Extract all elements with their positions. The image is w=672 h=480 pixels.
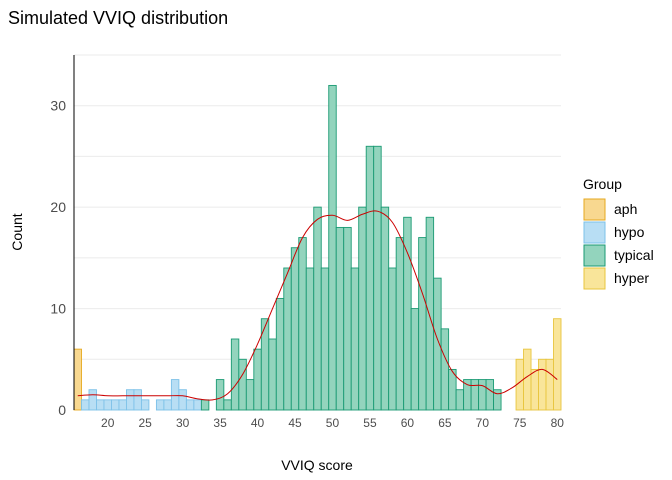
- x-axis-title: VVIQ score: [281, 457, 353, 473]
- bar-hypo: [185, 399, 195, 411]
- bar-typical: [365, 145, 375, 411]
- x-tick-label: 35: [213, 416, 227, 430]
- x-tick-label: 65: [438, 416, 452, 430]
- legend-key-aph: [583, 198, 606, 221]
- bar-typical: [200, 399, 210, 411]
- bar-typical: [358, 206, 367, 411]
- x-tick-label: 40: [251, 416, 265, 430]
- legend-label-hypo: hypo: [614, 224, 645, 240]
- bar-typical: [493, 389, 502, 411]
- bar-typical: [275, 297, 285, 411]
- chart-title: Simulated VVIQ distribution: [8, 8, 228, 28]
- legend-label-aph: aph: [614, 201, 637, 217]
- bar-typical: [395, 237, 405, 411]
- bar-hypo: [118, 399, 127, 411]
- bar-hypo: [103, 399, 112, 411]
- bar-typical: [223, 399, 232, 411]
- bar-typical: [238, 358, 247, 411]
- bar-typical: [425, 216, 435, 411]
- x-tick-label: 20: [101, 416, 115, 430]
- bar-typical: [343, 226, 352, 411]
- legend-key-typical: [583, 244, 606, 267]
- y-tick-label: 10: [50, 301, 66, 317]
- bar-typical: [388, 267, 397, 411]
- bar-hypo: [140, 399, 150, 411]
- bar-typical: [328, 84, 337, 411]
- bar-typical: [455, 389, 465, 411]
- x-tick-label: 45: [288, 416, 302, 430]
- bar-typical: [290, 247, 300, 411]
- bar-hypo: [96, 399, 105, 411]
- bar-hypo: [133, 389, 142, 411]
- y-tick-label: 30: [50, 98, 66, 114]
- x-tick-label: 50: [326, 416, 340, 430]
- x-tick-label: 75: [513, 416, 527, 430]
- bar-typical: [335, 226, 345, 411]
- density-curve: [77, 210, 558, 401]
- x-tick-label: 80: [551, 416, 565, 430]
- bar-hypo: [125, 389, 135, 411]
- legend-key-hypo: [583, 221, 606, 244]
- y-axis-title: Count: [9, 213, 25, 250]
- bar-typical: [380, 206, 390, 411]
- bar-aph: [73, 348, 82, 411]
- bar-hypo: [155, 399, 165, 411]
- legend-entries: aph hypo typical hyper: [583, 198, 654, 290]
- bar-typical: [418, 237, 427, 411]
- bar-typical: [305, 267, 315, 411]
- bars-layer: [73, 84, 562, 411]
- bar-typical: [320, 267, 330, 411]
- bar-typical: [215, 379, 225, 411]
- bar-hypo: [111, 399, 120, 411]
- bar-hyper: [545, 358, 554, 411]
- x-tick-label: 25: [138, 416, 152, 430]
- bar-typical: [478, 379, 487, 411]
- x-tick-label: 60: [401, 416, 415, 430]
- bar-typical: [440, 328, 450, 411]
- bar-typical: [410, 308, 420, 411]
- bar-typical: [298, 237, 307, 411]
- bar-hypo: [193, 399, 202, 411]
- x-tick-labels: 20 25 30 35 40 45 50 55 60 65 70 75 80: [101, 416, 564, 430]
- bar-hyper: [530, 368, 539, 411]
- x-tick-label: 55: [363, 416, 377, 430]
- legend-label-hyper: hyper: [614, 270, 649, 286]
- bar-typical: [313, 206, 322, 411]
- legend-key-hyper: [583, 267, 606, 290]
- bar-hypo: [170, 379, 180, 411]
- y-tick-labels: 0 10 20 30: [50, 98, 66, 418]
- bar-typical: [268, 338, 277, 411]
- bar-hyper: [553, 318, 562, 411]
- legend: Group aph hypo typical hyper: [583, 176, 654, 290]
- bar-typical: [283, 267, 292, 411]
- bar-hypo: [81, 399, 90, 411]
- legend-label-typical: typical: [614, 247, 654, 263]
- bar-typical: [245, 379, 255, 411]
- x-tick-label: 70: [476, 416, 490, 430]
- bar-typical: [253, 348, 262, 411]
- bar-hyper: [538, 358, 547, 411]
- bar-hyper: [523, 348, 532, 411]
- y-tick-label: 20: [50, 199, 66, 215]
- bar-typical: [373, 145, 382, 411]
- bar-typical: [470, 379, 480, 411]
- bar-typical: [485, 379, 495, 411]
- bar-hypo: [178, 389, 187, 411]
- bar-typical: [230, 338, 240, 411]
- y-tick-label: 0: [58, 402, 66, 418]
- bar-hypo: [88, 389, 97, 411]
- bar-typical: [433, 277, 442, 411]
- legend-title: Group: [583, 176, 622, 192]
- bar-hypo: [163, 399, 172, 411]
- x-tick-label: 30: [176, 416, 190, 430]
- bar-typical: [350, 267, 360, 411]
